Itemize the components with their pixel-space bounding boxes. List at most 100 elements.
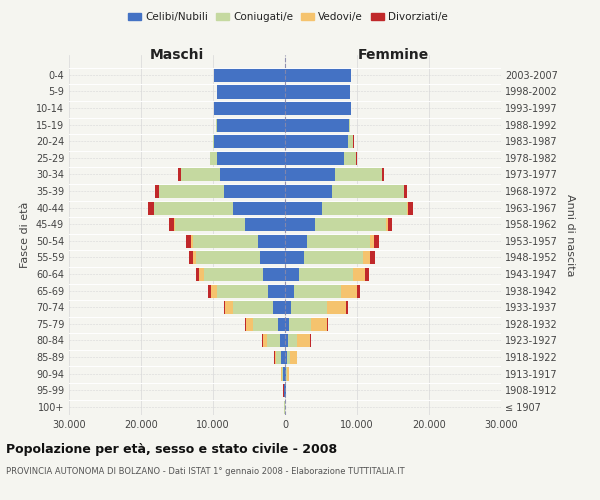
Bar [299, 267, 353, 281]
Bar [253, 316, 278, 331]
Bar [404, 184, 407, 198]
Bar [287, 350, 290, 364]
Bar [285, 184, 332, 198]
Bar [159, 184, 224, 198]
Bar [217, 151, 285, 165]
Bar [408, 200, 413, 214]
Bar [285, 334, 288, 347]
Bar [322, 200, 407, 214]
Bar [285, 118, 349, 132]
Bar [288, 334, 298, 347]
Bar [285, 151, 344, 165]
Bar [382, 168, 385, 181]
Bar [214, 134, 285, 148]
Bar [304, 250, 363, 264]
Bar [335, 168, 382, 181]
Bar [155, 184, 159, 198]
Bar [210, 151, 217, 165]
Bar [175, 217, 245, 232]
Text: PROVINCIA AUTONOMA DI BOLZANO - Dati ISTAT 1° gennaio 2008 - Elaborazione TUTTIT: PROVINCIA AUTONOMA DI BOLZANO - Dati IST… [6, 468, 404, 476]
Bar [281, 366, 283, 380]
Bar [370, 250, 374, 264]
Bar [311, 316, 328, 331]
Bar [169, 217, 174, 232]
Bar [273, 300, 285, 314]
Bar [178, 168, 181, 181]
Bar [284, 383, 285, 397]
Bar [280, 334, 285, 347]
Bar [285, 366, 286, 380]
Bar [199, 267, 205, 281]
Bar [213, 134, 214, 148]
Bar [344, 151, 356, 165]
Text: Maschi: Maschi [150, 48, 204, 62]
Bar [298, 334, 310, 347]
Bar [224, 184, 285, 198]
Bar [278, 316, 285, 331]
Bar [233, 200, 285, 214]
Bar [286, 366, 287, 380]
Bar [386, 217, 388, 232]
Bar [205, 267, 263, 281]
Bar [285, 267, 299, 281]
Bar [285, 217, 315, 232]
Bar [365, 267, 368, 281]
Bar [257, 234, 285, 248]
Bar [349, 134, 353, 148]
Bar [224, 300, 225, 314]
Bar [285, 234, 307, 248]
Bar [285, 68, 351, 82]
Bar [374, 234, 379, 248]
Bar [346, 300, 348, 314]
Bar [214, 101, 285, 115]
Bar [196, 267, 199, 281]
Bar [214, 68, 285, 82]
Y-axis label: Fasce di età: Fasce di età [20, 202, 30, 268]
Bar [307, 234, 370, 248]
Bar [281, 350, 285, 364]
Bar [277, 350, 281, 364]
Bar [189, 250, 193, 264]
Bar [295, 284, 341, 298]
Bar [148, 200, 154, 214]
Bar [245, 316, 246, 331]
Bar [193, 234, 257, 248]
Bar [285, 101, 351, 115]
Bar [285, 84, 350, 98]
Bar [285, 300, 292, 314]
Bar [211, 284, 217, 298]
Bar [233, 300, 273, 314]
Bar [217, 118, 285, 132]
Bar [285, 284, 295, 298]
Bar [328, 300, 346, 314]
Bar [154, 200, 233, 214]
Bar [287, 366, 289, 380]
Bar [370, 234, 374, 248]
Bar [181, 168, 220, 181]
Bar [285, 350, 287, 364]
Bar [283, 366, 285, 380]
Bar [285, 200, 322, 214]
Bar [208, 284, 211, 298]
Bar [196, 250, 260, 264]
Bar [246, 316, 253, 331]
Bar [275, 350, 277, 364]
Bar [217, 84, 285, 98]
Bar [217, 284, 268, 298]
Bar [363, 250, 370, 264]
Bar [315, 217, 386, 232]
Bar [357, 284, 359, 298]
Bar [341, 284, 357, 298]
Bar [187, 234, 191, 248]
Text: Popolazione per età, sesso e stato civile - 2008: Popolazione per età, sesso e stato civil… [6, 442, 337, 456]
Bar [245, 217, 285, 232]
Bar [191, 234, 193, 248]
Legend: Celibi/Nubili, Coniugati/e, Vedovi/e, Divorziati/e: Celibi/Nubili, Coniugati/e, Vedovi/e, Di… [124, 8, 452, 26]
Bar [220, 168, 285, 181]
Bar [290, 350, 296, 364]
Bar [289, 316, 311, 331]
Bar [332, 184, 404, 198]
Bar [285, 316, 289, 331]
Bar [267, 334, 280, 347]
Bar [263, 267, 285, 281]
